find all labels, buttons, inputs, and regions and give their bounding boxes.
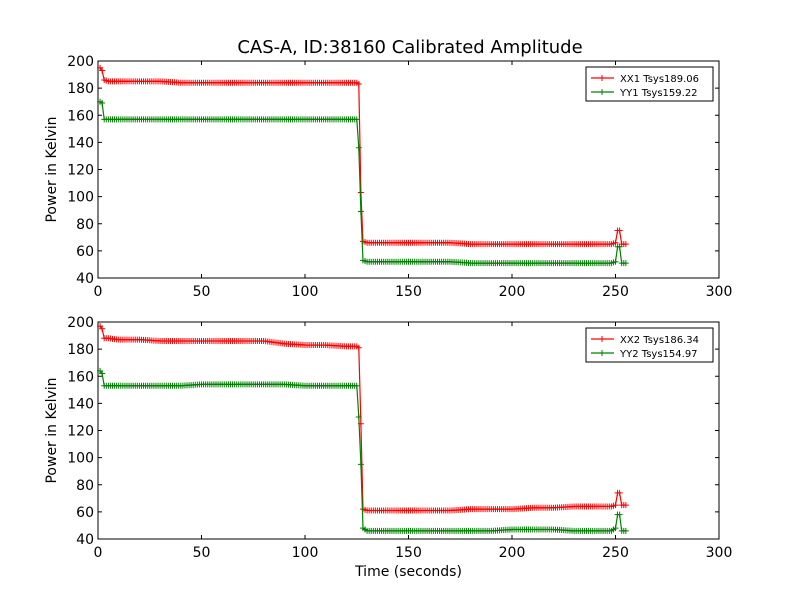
panel2-series-2-point (357, 461, 364, 468)
panel2-series-2-point (622, 527, 629, 534)
panel1-ytick-label: 40 (76, 271, 94, 287)
panel2-ytick-label: 60 (76, 505, 94, 521)
panel1-legend-marker-2 (599, 89, 605, 95)
panel1-ytick-label: 120 (67, 163, 94, 179)
panel1-series-2-point (622, 260, 629, 267)
panel1-ylabel: Power in Kelvin (44, 116, 60, 222)
panel2-ylabel: Power in Kelvin (44, 377, 60, 483)
panel2-series-1-point (355, 344, 362, 351)
panel1-series-line-1 (99, 67, 626, 245)
panel2-series-2-point (355, 413, 362, 420)
panel1-series-1-point (99, 67, 106, 74)
panel2-xtick-label: 150 (395, 545, 422, 561)
panel2-series-1-point (612, 502, 619, 509)
panel2-ytick-label: 160 (67, 369, 94, 385)
panel2-series-line-1 (99, 325, 626, 512)
panel2-xtick-label: 300 (706, 545, 733, 561)
panel2-series-2-point (612, 525, 619, 532)
panel1-xtick-label: 150 (395, 284, 422, 300)
panel2-legend-marker-1 (599, 336, 605, 342)
panel2-ytick-label: 80 (76, 478, 94, 494)
panel2-xlabel: Time (seconds) (354, 564, 462, 580)
panel1-series-1-point (616, 227, 623, 234)
panel2-xtick-label: 0 (94, 545, 103, 561)
panel1-ytick-label: 100 (67, 190, 94, 206)
panel1-legend (585, 66, 714, 102)
panel1-series-1-point (622, 241, 629, 248)
panel1-xtick-label: 300 (706, 284, 733, 300)
panel2-xtick-label: 100 (292, 545, 319, 561)
panel1-xtick-label: 100 (292, 284, 319, 300)
panel2-legend (585, 327, 714, 363)
panel1-series-2-point (353, 116, 360, 123)
panel1-ytick-label: 80 (76, 217, 94, 233)
panel2-legend-label-1: XX2 Tsys186.34 (620, 335, 699, 346)
panel1-ytick-label: 160 (67, 108, 94, 124)
panel2-series-2-point (616, 511, 623, 518)
panel1-ytick-label: 140 (67, 135, 94, 151)
panel1-series-1-point (355, 81, 362, 88)
panel2-series-1-point (616, 489, 623, 496)
panel1-series-2-point (616, 243, 623, 250)
panel1-ytick-label: 200 (67, 54, 94, 70)
panel2-xtick-label: 200 (499, 545, 526, 561)
panel1-series-2-point (355, 144, 362, 151)
panel2-xtick-label: 250 (602, 545, 629, 561)
panel2-legend-label-2: YY2 Tsys154.97 (619, 349, 698, 360)
panel1-xtick-label: 0 (94, 284, 103, 300)
panel2-series-1-point (622, 502, 629, 509)
panel1-legend-label-2: YY1 Tsys159.22 (619, 88, 698, 99)
panel1-ytick-label: 60 (76, 244, 94, 260)
panel1-ytick-label: 180 (67, 81, 94, 97)
panel2-ytick-label: 200 (67, 315, 94, 331)
panel1-legend-label-1: XX1 Tsys189.06 (620, 74, 699, 85)
chart-title: CAS-A, ID:38160 Calibrated Amplitude (237, 37, 582, 58)
panel2-ytick-label: 40 (76, 532, 94, 548)
panel1-series-1-point (612, 239, 619, 246)
panel1-xtick-label: 250 (602, 284, 629, 300)
panel2-ytick-label: 120 (67, 424, 94, 440)
panel1-series-2-point (99, 100, 106, 107)
panel2-legend-marker-2 (599, 350, 605, 356)
panel2-ytick-label: 180 (67, 342, 94, 358)
panel1-legend-marker-1 (599, 75, 605, 81)
panel2-series-1-point (99, 325, 106, 332)
panel2-series-2-point (99, 370, 106, 377)
panel1-xtick-label: 200 (499, 284, 526, 300)
panel1-xtick-label: 50 (193, 284, 211, 300)
panel2-series-2-point (353, 382, 360, 389)
panel2-xtick-label: 50 (193, 545, 211, 561)
panel1-series-2-point (612, 258, 619, 265)
panel1-series-2-point (357, 208, 364, 215)
panel2-ytick-label: 100 (67, 451, 94, 467)
panel2-ytick-label: 140 (67, 396, 94, 412)
